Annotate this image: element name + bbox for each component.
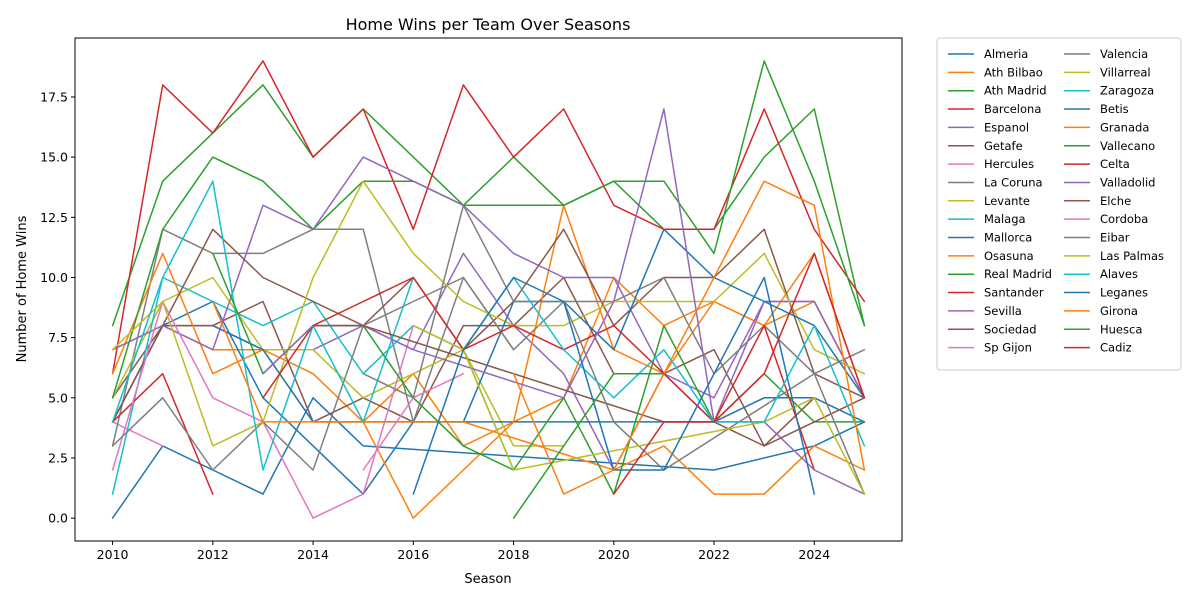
series-line-ath-madrid (111, 84, 866, 327)
legend-label-elche: Elche (1100, 194, 1131, 208)
y-axis: 0.0 2.5 5.0 7.5 10.0 12.5 15.0 17.5 (40, 89, 75, 526)
legend-label-zaragoza: Zaragoza (1100, 84, 1154, 98)
series-line-getafe (111, 276, 816, 447)
legend-label-espanol: Espanol (984, 120, 1029, 134)
legend-label-sp-gijon: Sp Gijon (984, 341, 1032, 355)
legend-label-cadiz: Cadiz (1100, 341, 1132, 355)
legend-label-barcelona: Barcelona (984, 102, 1041, 116)
series-line-celta (262, 276, 816, 471)
series-line-malaga (111, 276, 515, 495)
chart-title: Home Wins per Team Over Seasons (346, 15, 631, 34)
legend: Almeria Ath Bilbao Ath Madrid Barcelona Espa… (936, 37, 1182, 371)
legend-label-osasuna: Osasuna (984, 249, 1034, 263)
x-tick-label: 2022 (698, 547, 730, 562)
legend-label-alaves: Alaves (1100, 267, 1138, 281)
legend-label-betis: Betis (1100, 102, 1129, 116)
legend-label-levante: Levante (984, 194, 1030, 208)
series-line-sociedad (111, 228, 866, 423)
legend-label-malaga: Malaga (984, 212, 1026, 226)
series-line-girona (512, 180, 866, 495)
series-line-leganes (412, 276, 816, 495)
legend-label-mallorca: Mallorca (984, 231, 1032, 245)
series-line-huesca (512, 372, 665, 519)
legend-label-valencia: Valencia (1100, 47, 1148, 61)
series-line-las-palmas (412, 324, 866, 495)
y-tick-label: 2.5 (48, 450, 68, 465)
series-layer (111, 60, 866, 519)
series-line-granada (212, 300, 866, 495)
series-line-barcelona (111, 60, 866, 375)
legend-label-real-madrid: Real Madrid (984, 267, 1052, 281)
plot-frame (74, 37, 903, 542)
legend-label-cordoba: Cordoba (1100, 212, 1148, 226)
series-line-almeria (111, 397, 866, 519)
legend-label-vallecano: Vallecano (1100, 139, 1155, 153)
legend-label-hercules: Hercules (984, 157, 1034, 171)
legend-label-villarreal: Villarreal (1100, 65, 1151, 79)
y-tick-label: 7.5 (48, 330, 68, 345)
legend-label-ath-madrid: Ath Madrid (984, 84, 1047, 98)
series-line-hercules (111, 421, 164, 447)
legend-label-eibar: Eibar (1100, 231, 1130, 245)
series-line-santander (111, 372, 214, 495)
series-line-alaves (462, 276, 866, 447)
x-tick-label: 2018 (498, 547, 530, 562)
x-axis: 2010 2012 2014 2016 2018 2020 2022 2024 (97, 541, 830, 562)
x-tick-label: 2020 (598, 547, 630, 562)
legend-label-almeria: Almeria (984, 47, 1028, 61)
y-tick-label: 17.5 (40, 89, 68, 104)
legend-label-granada: Granada (1100, 120, 1149, 134)
legend-label-girona: Girona (1100, 304, 1138, 318)
legend-label-valladolid: Valladolid (1100, 175, 1155, 189)
legend-label-santander: Santander (984, 286, 1044, 300)
legend-label-sevilla: Sevilla (984, 304, 1022, 318)
legend-label-leganes: Leganes (1100, 286, 1148, 300)
x-tick-label: 2010 (97, 547, 129, 562)
legend-frame (936, 37, 1182, 371)
y-tick-label: 0.0 (48, 511, 68, 526)
legend-label-huesca: Huesca (1100, 322, 1142, 336)
x-axis-title: Season (464, 572, 511, 587)
series-line-real-madrid (111, 60, 866, 399)
legend-label-celta: Celta (1100, 157, 1130, 171)
legend-label-sociedad: Sociedad (984, 322, 1037, 336)
y-tick-label: 5.0 (48, 390, 68, 405)
x-tick-label: 2016 (397, 547, 429, 562)
legend-label-la-coruna: La Coruna (984, 175, 1043, 189)
x-tick-label: 2012 (197, 547, 229, 562)
legend-items: Almeria Ath Bilbao Ath Madrid Barcelona Espa… (948, 47, 1164, 355)
y-tick-label: 10.0 (40, 270, 68, 285)
legend-label-getafe: Getafe (984, 139, 1023, 153)
legend-label-ath-bilbao: Ath Bilbao (984, 65, 1043, 79)
y-axis-title: Number of Home Wins (15, 215, 30, 362)
y-tick-label: 15.0 (40, 150, 68, 165)
x-tick-label: 2014 (297, 547, 329, 562)
legend-label-las-palmas: Las Palmas (1100, 249, 1164, 263)
y-tick-label: 12.5 (40, 210, 68, 225)
series-line-cadiz (613, 252, 866, 495)
x-tick-label: 2024 (798, 547, 830, 562)
